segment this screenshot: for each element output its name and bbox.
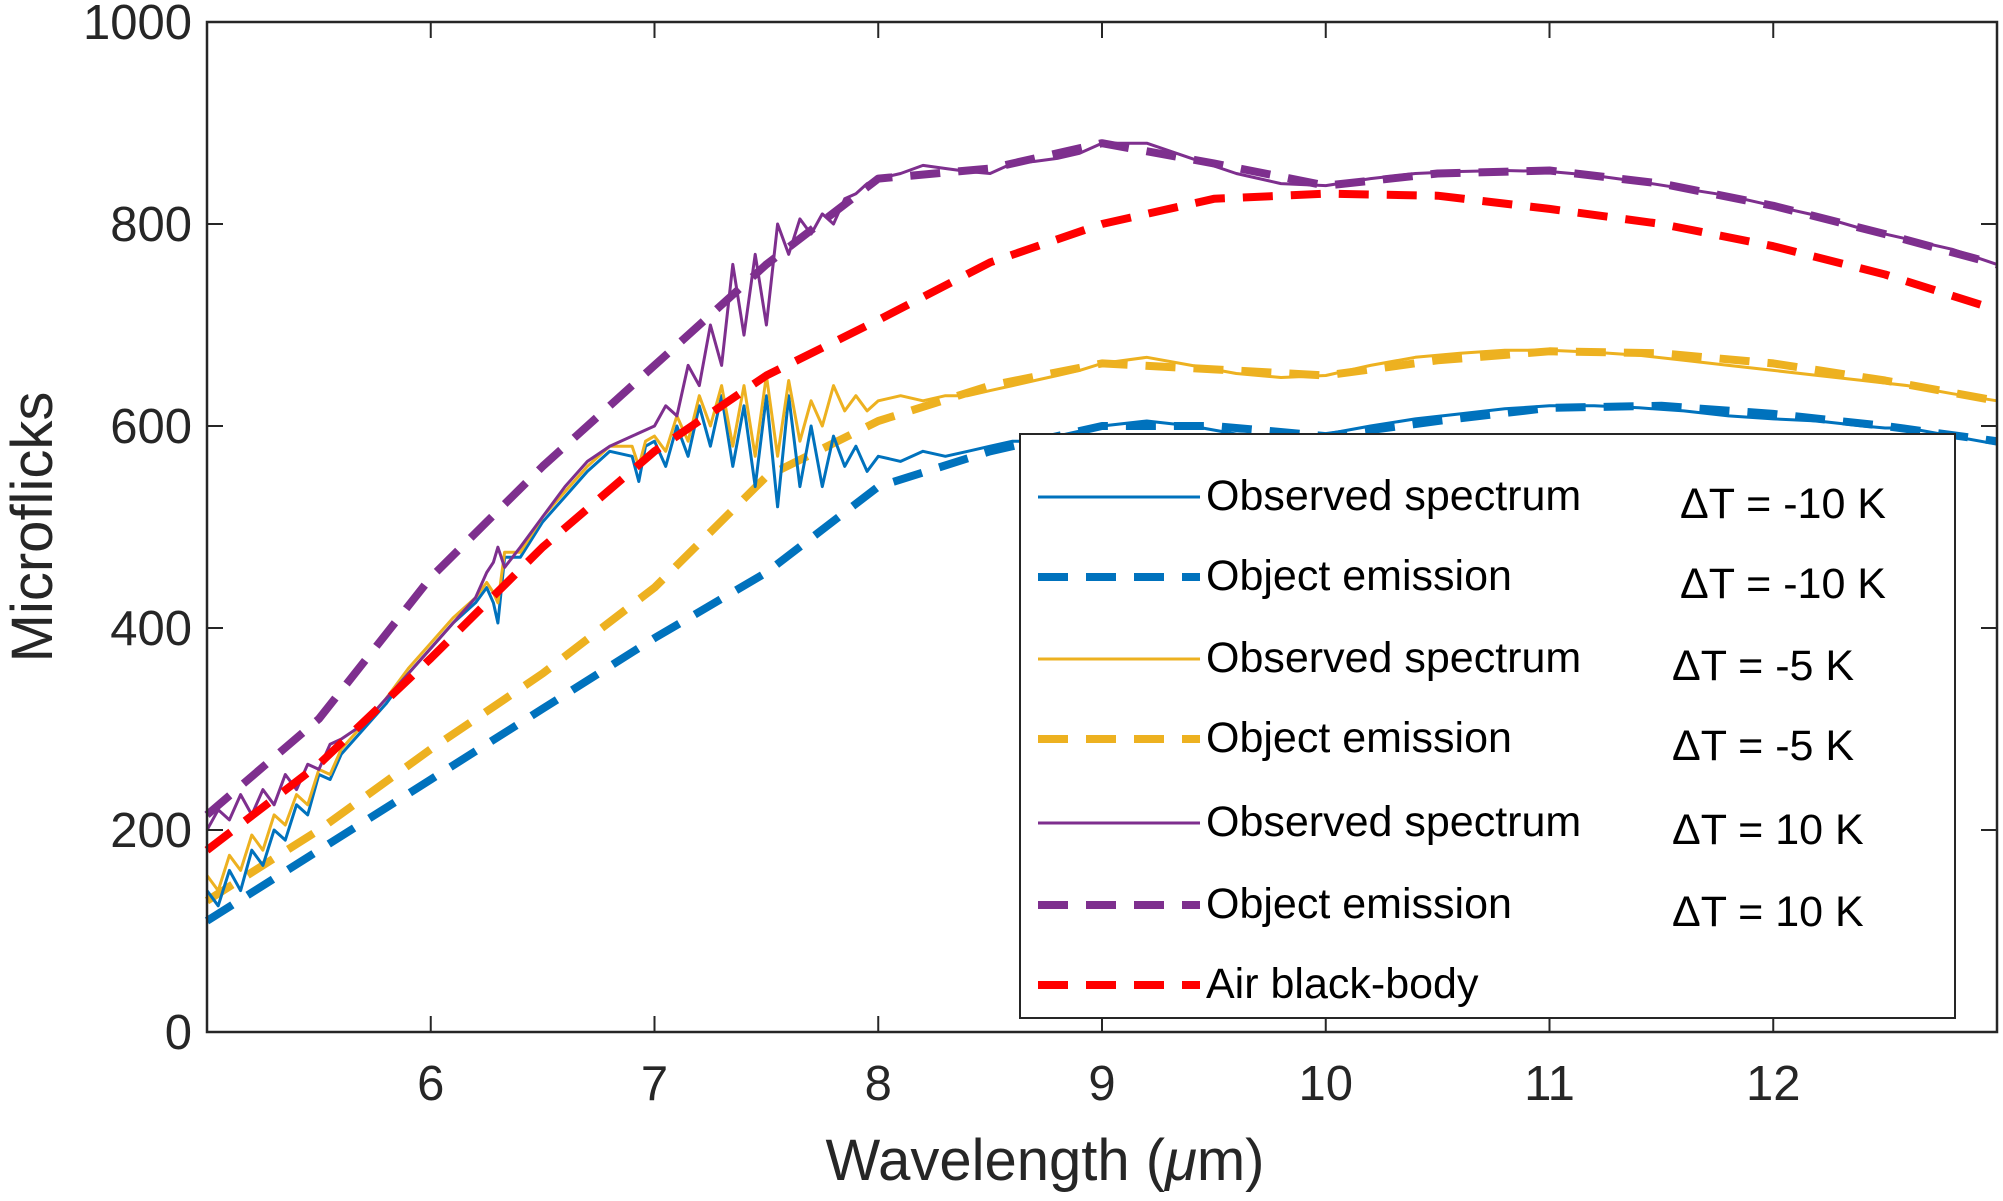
x-tick-label: 9	[1088, 1057, 1115, 1111]
series-layer	[204, 139, 1999, 925]
legend-label-4: Observed spectrum	[1206, 798, 1581, 846]
ticks-layer: 6 7 8 9 10 11 12 0 200 400 600 800 1000	[83, 0, 1997, 1111]
legend-label-1: Object emission	[1206, 552, 1512, 600]
x-tick-label: 12	[1746, 1057, 1801, 1111]
legend-delta-4: ΔT = 10 K	[1672, 806, 1864, 854]
legend-label-3: Object emission	[1206, 714, 1512, 762]
x-tick-label: 11	[1524, 1057, 1575, 1111]
x-axis-title: Wavelength (μm)	[826, 1128, 1265, 1193]
legend-delta-5: ΔT = 10 K	[1672, 888, 1864, 936]
y-tick-label: 800	[110, 198, 192, 252]
y-tick-label: 1000	[83, 0, 192, 50]
y-axis-title: Microflicks	[0, 392, 65, 663]
legend: Observed spectrum ΔT = -10 K Object emissi…	[1019, 433, 1956, 1019]
legend-label-5: Object emission	[1206, 880, 1512, 928]
y-tick-label: 0	[165, 1006, 192, 1060]
x-tick-label: 10	[1298, 1057, 1353, 1111]
legend-label-6: Air black-body	[1206, 960, 1479, 1008]
legend-box	[1019, 433, 1956, 1019]
y-tick-label: 200	[110, 804, 192, 858]
x-tick-label: 6	[417, 1057, 444, 1111]
legend-delta-2: ΔT = -5 K	[1672, 642, 1854, 690]
y-tick-label: 600	[110, 400, 192, 454]
x-tick-label: 7	[641, 1057, 668, 1111]
legend-label-0: Observed spectrum	[1206, 472, 1581, 520]
series-line-6	[204, 189, 1999, 854]
legend-delta-0: ΔT = -10 K	[1680, 480, 1886, 528]
legend-label-2: Observed spectrum	[1206, 634, 1581, 682]
x-tick-label: 8	[865, 1057, 892, 1111]
y-tick-label: 400	[110, 602, 192, 656]
legend-delta-3: ΔT = -5 K	[1672, 722, 1854, 770]
legend-delta-1: ΔT = -10 K	[1680, 560, 1886, 608]
legend-entries: Observed spectrum ΔT = -10 K Object emissi…	[1038, 472, 1886, 1008]
